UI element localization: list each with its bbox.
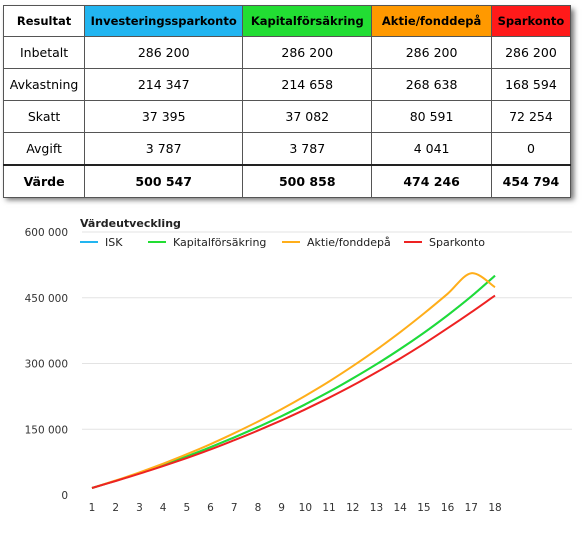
x-tick-label: 15 [417, 502, 430, 514]
x-tick-label: 2 [112, 502, 119, 514]
table-cell: 286 200 [84, 36, 244, 69]
table-cell: 168 594 [490, 68, 572, 101]
header-kapitalforsakring: Kapitalförsäkring [242, 5, 373, 37]
x-tick-label: 12 [346, 502, 359, 514]
table-row: Avkastning 214 347 214 658 268 638 168 5… [2, 68, 572, 101]
x-axis-ticks: 1 2 3 4 5 6 7 8 9 10 11 12 13 14 15 16 17 18 [89, 502, 502, 514]
row-label: Inbetalt [2, 36, 86, 69]
x-tick-label: 6 [207, 502, 214, 514]
y-tick-label: 150 000 [25, 424, 68, 436]
y-tick-label: 0 [61, 490, 68, 502]
grid [82, 231, 572, 430]
x-tick-label: 13 [370, 502, 383, 514]
table-cell: 474 246 [371, 164, 492, 198]
table-row: Skatt 37 395 37 082 80 591 72 254 [2, 100, 572, 133]
x-tick-label: 9 [278, 502, 285, 514]
table-header-row: Resultat Investeringssparkonto Kapitalfö… [2, 5, 572, 37]
x-tick-label: 5 [183, 502, 190, 514]
table-cell: 3 787 [84, 132, 244, 166]
header-investeringssparkonto: Investeringssparkonto [84, 5, 244, 37]
table-row: Inbetalt 286 200 286 200 286 200 286 200 [2, 36, 572, 69]
legend-label: Aktie/fonddepå [307, 236, 391, 249]
y-tick-label: 300 000 [25, 359, 68, 371]
table-cell: 0 [490, 132, 572, 166]
header-resultat: Resultat [2, 5, 86, 37]
series-line-0 [91, 275, 496, 489]
table-cell: 214 658 [242, 68, 373, 101]
table-cell: 500 858 [242, 164, 373, 198]
x-tick-label: 10 [299, 502, 312, 514]
results-table-container: Resultat Investeringssparkonto Kapitalfö… [2, 5, 572, 198]
x-tick-label: 11 [322, 502, 335, 514]
legend-label: ISK [105, 236, 123, 249]
table-cell: 37 082 [242, 100, 373, 133]
legend: ISK Kapitalförsäkring Aktie/fonddepå Sparko… [80, 236, 485, 249]
y-tick-label: 450 000 [25, 293, 68, 305]
x-tick-label: 16 [441, 502, 455, 514]
header-sparkonto: Sparkonto [490, 5, 572, 37]
series-lines [91, 272, 496, 489]
results-table: Resultat Investeringssparkonto Kapitalfö… [2, 5, 572, 198]
table-row-total: Värde 500 547 500 858 474 246 454 794 [2, 164, 572, 198]
table-cell: 454 794 [490, 164, 572, 198]
table-cell: 4 041 [371, 132, 492, 166]
table-cell: 72 254 [490, 100, 572, 133]
chart-title: Värdeutveckling [80, 217, 181, 230]
series-line-2 [91, 272, 496, 489]
series-line-3 [91, 294, 496, 489]
legend-label: Kapitalförsäkring [173, 236, 266, 249]
legend-label: Sparkonto [429, 236, 485, 249]
x-tick-label: 17 [465, 502, 478, 514]
value-chart: Värdeutveckling 0 150 000 300 000 450 000 60… [0, 208, 583, 530]
row-label: Avgift [2, 132, 86, 166]
table-cell: 37 395 [84, 100, 244, 133]
row-label: Avkastning [2, 68, 86, 101]
table-cell: 286 200 [371, 36, 492, 69]
table-cell: 286 200 [490, 36, 572, 69]
table-cell: 80 591 [371, 100, 492, 133]
table-cell: 500 547 [84, 164, 244, 198]
table-cell: 3 787 [242, 132, 373, 166]
x-tick-label: 8 [255, 502, 262, 514]
x-tick-label: 1 [89, 502, 96, 514]
x-tick-label: 18 [488, 502, 501, 514]
table-cell: 268 638 [371, 68, 492, 101]
series-line-1 [91, 274, 496, 489]
header-aktie-fonddepa: Aktie/fonddepå [371, 5, 492, 37]
x-tick-label: 3 [136, 502, 143, 514]
x-tick-label: 4 [160, 502, 167, 514]
y-tick-label: 600 000 [25, 227, 68, 239]
table-row: Avgift 3 787 3 787 4 041 0 [2, 132, 572, 166]
x-tick-label: 7 [231, 502, 238, 514]
table-cell: 214 347 [84, 68, 244, 101]
x-tick-label: 14 [393, 502, 407, 514]
y-axis-ticks: 0 150 000 300 000 450 000 600 000 [25, 227, 68, 502]
row-label: Värde [2, 164, 86, 198]
table-cell: 286 200 [242, 36, 373, 69]
row-label: Skatt [2, 100, 86, 133]
